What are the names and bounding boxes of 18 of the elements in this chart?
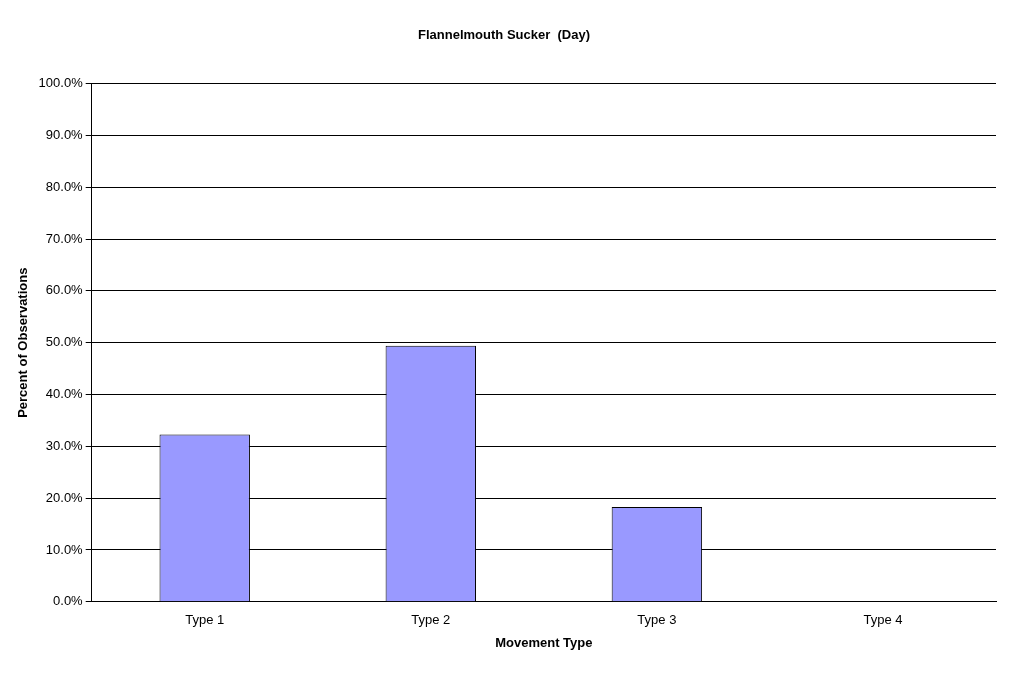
y-axis-title: Percent of Observations	[15, 267, 31, 418]
y-tick-label: 10.0%	[45, 541, 84, 557]
y-tick-label: 60.0%	[45, 282, 84, 298]
x-tick-label: Type 2	[411, 612, 451, 628]
y-tick-label: 80.0%	[45, 178, 84, 194]
y-tick-label: 70.0%	[45, 230, 84, 246]
y-tick-label: 40.0%	[45, 386, 84, 402]
chart-title: Flannelmouth Sucker (Day)	[418, 27, 590, 43]
x-tick-label: Type 4	[863, 612, 903, 628]
y-tick-label: 50.0%	[45, 334, 84, 350]
y-tick-label: 30.0%	[45, 437, 84, 453]
x-axis-title: Movement Type	[495, 634, 593, 650]
x-tick-label: Type 3	[637, 612, 677, 628]
y-tick-label: 20.0%	[45, 489, 84, 505]
y-tick-label: 0.0%	[53, 593, 84, 609]
y-tick-label: 100.0%	[38, 75, 84, 91]
x-tick-label: Type 1	[185, 612, 225, 628]
y-tick-label: 90.0%	[45, 127, 84, 142]
